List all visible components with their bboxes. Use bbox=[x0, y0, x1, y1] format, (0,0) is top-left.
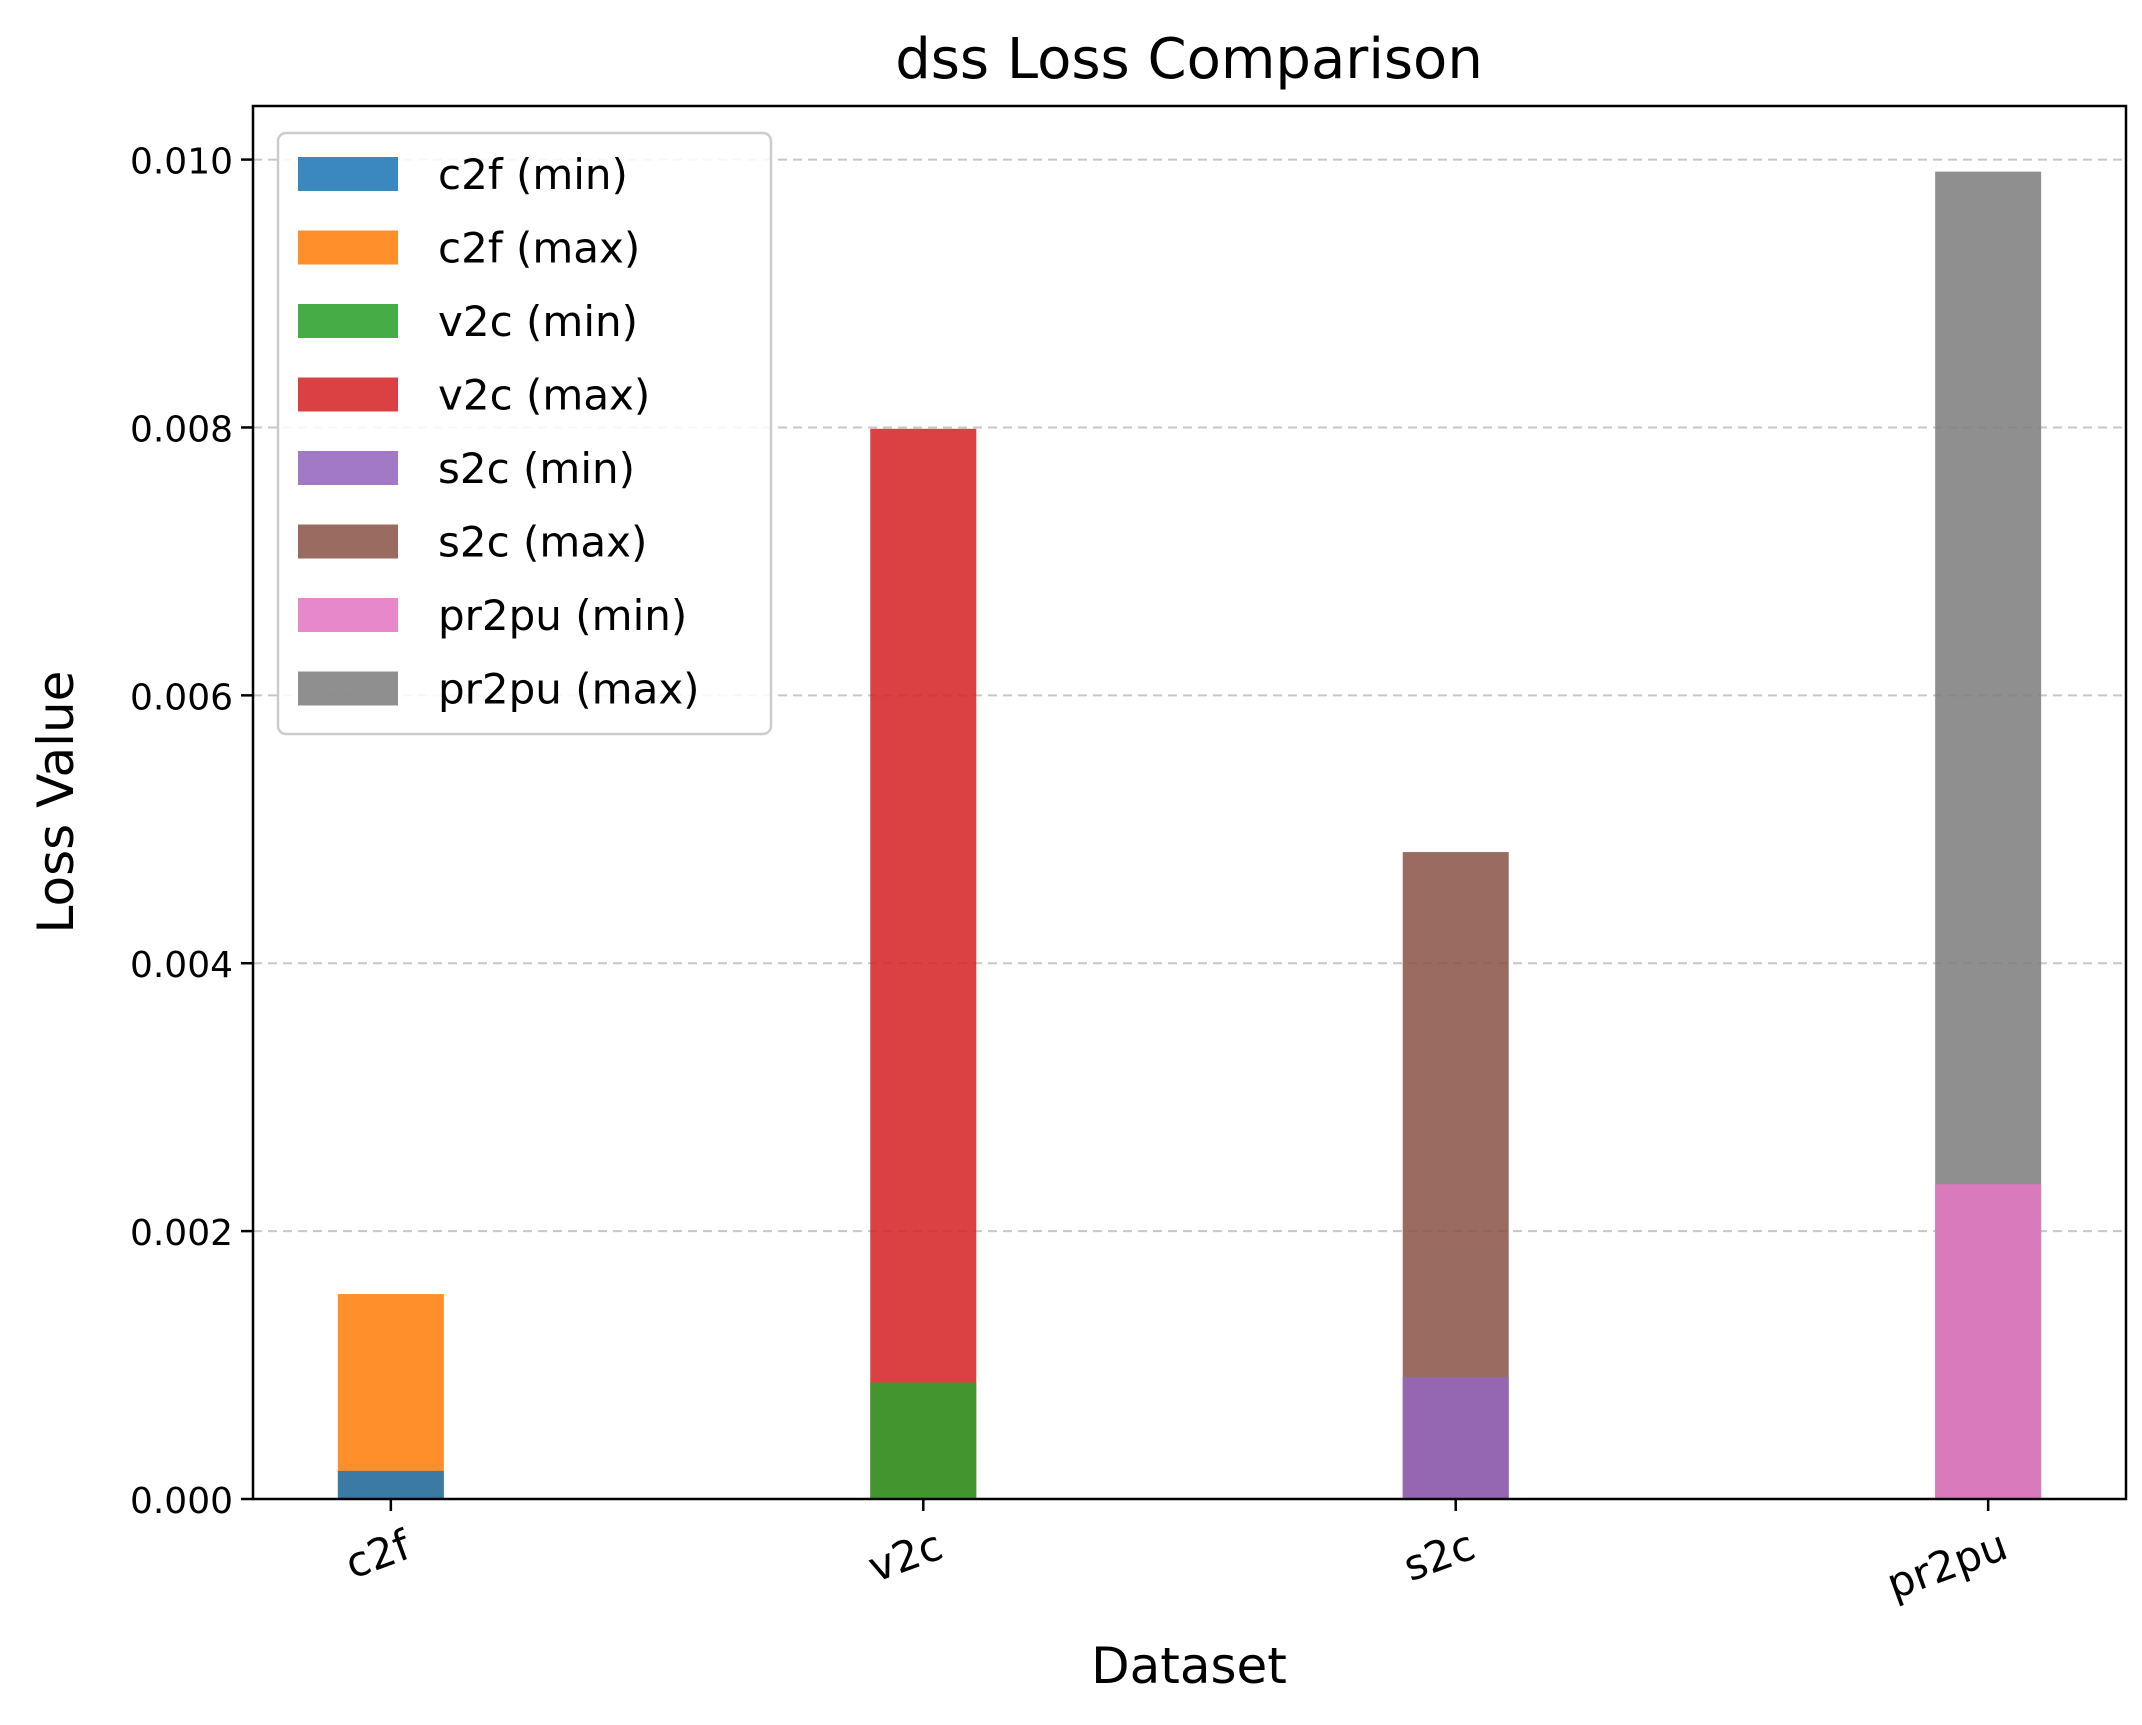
y-tick-label: 0.004 bbox=[130, 945, 233, 986]
y-axis-ticks: 0.000 0.002 0.004 0.006 0.008 0.010 bbox=[130, 142, 253, 1522]
legend-swatch bbox=[298, 230, 398, 265]
y-tick-label: 0.010 bbox=[130, 142, 233, 183]
legend-label: v2c (max) bbox=[438, 371, 650, 420]
legend-swatch bbox=[298, 157, 398, 191]
bar-c2f-min bbox=[337, 1470, 444, 1499]
legend-label: c2f (min) bbox=[438, 150, 628, 199]
y-tick-label: 0.006 bbox=[130, 677, 233, 718]
legend-swatch bbox=[298, 377, 398, 412]
legend-label: s2c (max) bbox=[438, 518, 647, 567]
y-tick-label: 0.000 bbox=[130, 1481, 233, 1522]
y-tick-label: 0.002 bbox=[130, 1213, 233, 1254]
legend-swatch bbox=[298, 598, 398, 632]
x-axis-ticks: c2f v2c s2c pr2pu bbox=[339, 1499, 2014, 1609]
legend-swatch bbox=[298, 451, 398, 485]
x-axis-label: Dataset bbox=[1091, 1637, 1287, 1695]
x-tick-label: c2f bbox=[339, 1520, 418, 1589]
legend-label: s2c (min) bbox=[438, 444, 635, 493]
legend-frame bbox=[276, 131, 773, 736]
chart-title: dss Loss Comparison bbox=[895, 27, 1483, 92]
legend-swatch bbox=[298, 304, 398, 338]
legend-swatch bbox=[298, 671, 398, 706]
legend-label: pr2pu (min) bbox=[438, 591, 687, 640]
y-axis-label: Loss Value bbox=[27, 671, 85, 934]
legend-label: v2c (min) bbox=[438, 297, 638, 346]
bar-v2c-min bbox=[870, 1382, 977, 1499]
y-gridlines bbox=[253, 158, 2126, 1233]
bar-pr2pu-min bbox=[1935, 1184, 2042, 1499]
x-tick-label: pr2pu bbox=[1880, 1520, 2013, 1608]
plot-frame bbox=[251, 104, 2128, 1501]
x-tick-label: v2c bbox=[862, 1520, 949, 1592]
bars bbox=[337, 171, 2042, 1500]
legend-swatch bbox=[298, 524, 398, 559]
legend: c2f (min) c2f (max) v2c (min) v2c (max) s2c … bbox=[276, 131, 773, 736]
legend-label: pr2pu (max) bbox=[438, 665, 700, 714]
bar-v2c-max bbox=[870, 428, 977, 1499]
legend-label: c2f (max) bbox=[438, 224, 640, 273]
bar-c2f-max bbox=[337, 1294, 444, 1499]
x-tick-label: s2c bbox=[1397, 1520, 1481, 1591]
bar-s2c-min bbox=[1402, 1377, 1509, 1499]
y-tick-label: 0.008 bbox=[130, 409, 233, 450]
